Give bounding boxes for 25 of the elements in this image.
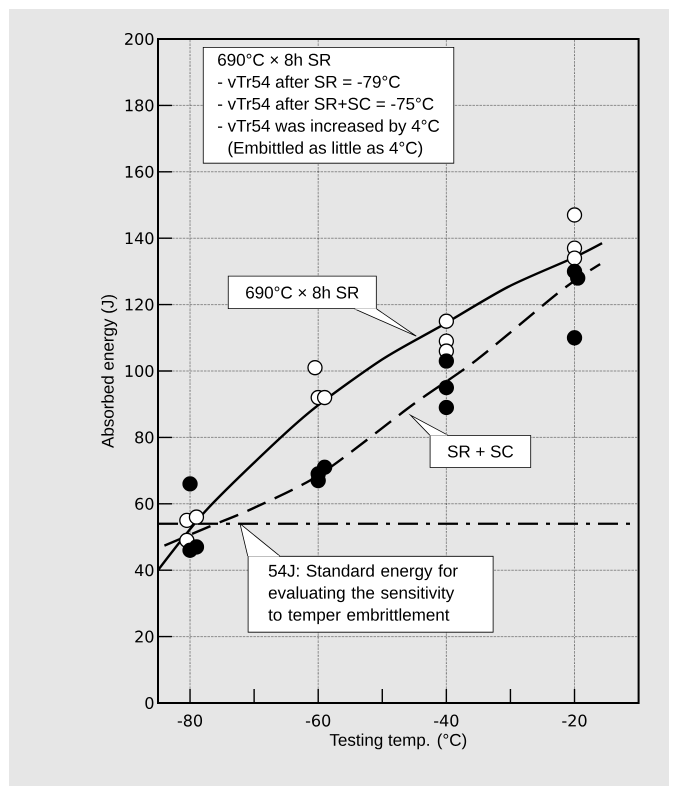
y-tick-label: 0 [145, 696, 154, 710]
x-tick-label: -80 [178, 714, 202, 727]
annotation: 690°C × 8h SR [218, 53, 331, 66]
x-axis-title: Testing temp. (°C) [330, 733, 466, 750]
annotation: (Embittled as little as 4°C) [228, 141, 422, 158]
y-tick-label: 180 [126, 99, 154, 112]
annotation: 690°C × 8h SR [246, 286, 358, 299]
y-tick-label: 20 [135, 630, 154, 643]
y-tick-label: 60 [135, 498, 154, 510]
legend-label: 54J: Standard energy for evaluating the sensitivity to temper embrittlement [268, 564, 458, 624]
annotation: - vTr54 after SR = -79°C [218, 75, 400, 88]
y-tick-label: 120 [126, 298, 154, 311]
y-tick-label: 200 [125, 32, 154, 46]
y-tick-label: 100 [126, 364, 154, 378]
annotation: - vTr54 after SR+SC = -75°C [218, 97, 434, 110]
y-tick-label: 40 [134, 564, 154, 576]
x-tick-label: -60 [306, 714, 330, 727]
y-tick-label: 80 [135, 431, 154, 444]
annotation: - vTr54 was increased by 4°C [218, 119, 440, 136]
y-axis-title: Absorbed energy (J) [101, 295, 118, 448]
x-tick-label: -20 [562, 714, 587, 727]
annotation: SR + SC [448, 445, 514, 458]
y-tick-label: 140 [126, 232, 154, 244]
x-tick-label: -40 [434, 714, 458, 727]
y-tick-label: 160 [126, 166, 154, 178]
